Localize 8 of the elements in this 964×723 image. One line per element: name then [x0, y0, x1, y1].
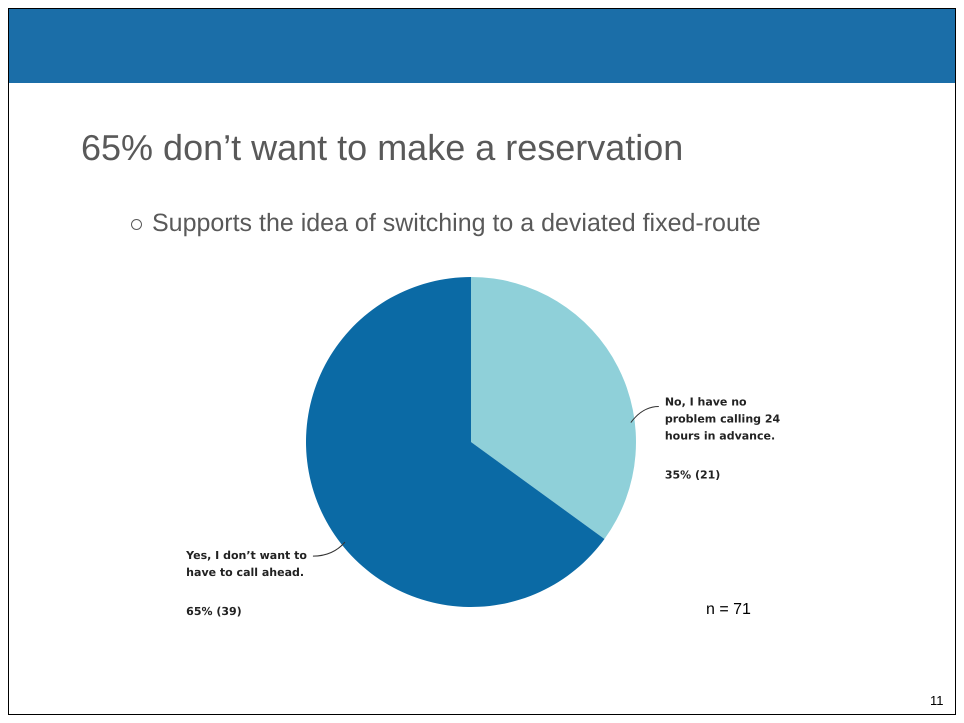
text: 11	[930, 693, 944, 708]
slice-label: No, I have no problem calling 24 hours in advance.	[664, 395, 781, 442]
slice-label: Yes, I don’t want to have to call ahead.	[185, 548, 308, 579]
data-label: 35% (21)	[664, 468, 720, 482]
text: n = 71	[706, 601, 751, 619]
data-label: 65% (39)	[186, 604, 242, 618]
chart-title: 65% don’t want to make a reservation	[81, 127, 684, 169]
chart-subtitle: Supports the idea of switching to a deviated fixed-route	[152, 209, 761, 237]
